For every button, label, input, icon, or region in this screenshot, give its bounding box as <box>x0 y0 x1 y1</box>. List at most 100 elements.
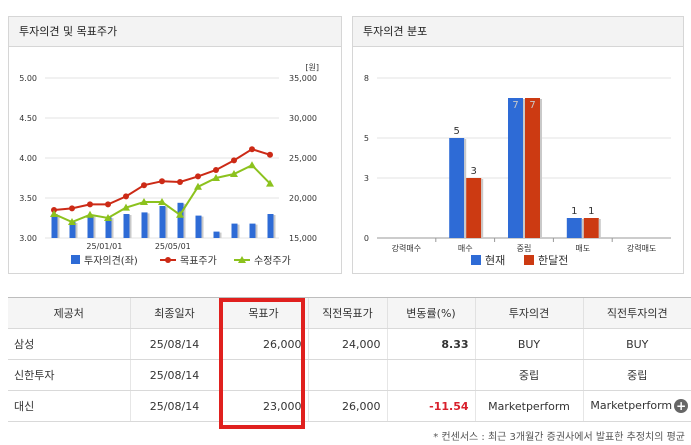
opinion-bar <box>141 212 148 238</box>
opinion-bar-shadow <box>273 215 276 238</box>
bar-shadow <box>581 219 584 238</box>
opinion-target-chart-panel: 투자의견 및 목표주가 5.00 4.50 4.00 3.50 3.00 35,000 30… <box>8 16 342 274</box>
table-header-row: 제공처 최종일자 목표가 직전목표가 변동률(%) 투자의견 직전투자의견 <box>8 297 691 329</box>
x-axis-tick: 25/01/01 <box>86 242 122 251</box>
opinion-bar <box>159 206 166 238</box>
current-bar <box>449 138 465 238</box>
left-axis-tick: 3.50 <box>19 194 37 203</box>
target-price-point <box>213 167 219 173</box>
header-prev-opinion: 직전투자의견 <box>582 297 691 329</box>
adjusted-price-point <box>86 210 94 218</box>
cell-date: 25/08/14 <box>129 390 219 422</box>
left-axis-tick: 4.50 <box>19 114 37 123</box>
adjusted-price-point <box>104 214 112 221</box>
bar-value-label: 7 <box>529 100 535 111</box>
legend-label-target: 목표주가 <box>180 255 217 267</box>
opinion-bar-shadow <box>129 215 132 238</box>
adjusted-price-point <box>248 161 256 169</box>
adjusted-price-point <box>266 179 274 187</box>
legend-swatch-month-ago <box>524 255 534 265</box>
bar-shadow <box>540 99 542 238</box>
y-axis-tick: 8 <box>364 74 369 83</box>
adjusted-price-point <box>158 198 166 205</box>
target-price-point <box>195 173 201 180</box>
opinion-bar <box>249 223 256 238</box>
legend-label-month-ago: 한달전 <box>538 254 568 267</box>
bar-shadow <box>464 139 467 238</box>
table-row: 대신 25/08/14 23,000 26,000 -11.54 Marketp… <box>8 390 691 422</box>
cell-provider: 대신 <box>8 390 130 422</box>
opinion-bar <box>231 223 238 238</box>
table-row: 신한투자 25/08/14 중립 중립 <box>8 359 691 391</box>
opinion-bar-shadow <box>165 207 168 238</box>
target-price-point <box>231 157 237 164</box>
plus-icon[interactable]: + <box>674 399 689 413</box>
header-date: 최종일자 <box>129 297 219 329</box>
opinion-bar <box>195 215 202 238</box>
opinion-bar-shadow <box>237 224 240 238</box>
current-bar <box>508 98 523 238</box>
cell-provider: 신한투자 <box>8 359 130 391</box>
legend-marker-target <box>165 257 171 263</box>
target-price-point <box>159 178 165 185</box>
adjusted-price-point <box>194 182 202 190</box>
adjusted-price-point <box>230 170 238 177</box>
cell-prev-target <box>307 359 387 391</box>
target-price-point <box>87 201 93 208</box>
opinion-bar <box>123 214 130 238</box>
y-axis-tick: 3 <box>364 174 369 183</box>
month-ago-bar <box>466 178 482 238</box>
adjusted-price-point <box>68 218 76 225</box>
right-axis-tick: 20,000 <box>289 194 317 203</box>
cell-change: 8.33 <box>386 328 475 360</box>
table-row: 삼성 25/08/14 26,000 24,000 8.33 BUY BUY <box>8 328 691 360</box>
category-label: 강력매수 <box>392 243 421 253</box>
cell-prev-target: 26,000 <box>307 390 387 422</box>
cell-prev-target: 24,000 <box>307 328 387 360</box>
cell-change <box>386 359 475 391</box>
right-axis-tick: 25,000 <box>289 154 317 163</box>
opinion-bar-shadow <box>111 218 114 238</box>
legend-label-current: 현재 <box>485 254 505 267</box>
category-label: 매수 <box>458 244 473 253</box>
bar-value-label: 3 <box>471 166 477 177</box>
category-label: 매도 <box>575 244 590 253</box>
target-price-point <box>249 146 255 153</box>
cell-change: -11.54 <box>386 390 475 422</box>
cell-target: 23,000 <box>218 390 308 422</box>
left-panel-title: 투자의견 및 목표주가 <box>9 17 341 47</box>
adjusted-price-point <box>140 198 148 205</box>
opinion-bar-shadow <box>147 213 150 238</box>
left-axis-tick: 4.00 <box>19 154 37 163</box>
legend-swatch-current <box>471 255 481 265</box>
opinion-bar-shadow <box>255 224 258 238</box>
target-price-point <box>177 179 183 185</box>
right-axis-tick: 30,000 <box>289 114 317 123</box>
cell-target: 26,000 <box>218 328 308 360</box>
opinion-bar <box>267 214 274 238</box>
cell-opinion: 중립 <box>474 359 583 391</box>
category-label: 강력매도 <box>627 243 656 253</box>
month-ago-bar <box>583 218 599 238</box>
cell-date: 25/08/14 <box>129 359 219 391</box>
opinion-bar <box>105 217 112 238</box>
opinion-bar <box>177 202 184 238</box>
left-axis-tick: 5.00 <box>19 74 37 83</box>
bar-shadow <box>598 219 601 238</box>
bar-value-label: 1 <box>571 206 577 217</box>
header-change: 변동률(%) <box>386 297 475 329</box>
opinion-bar <box>69 222 76 238</box>
bar-shadow <box>523 99 525 238</box>
adjusted-price-point <box>176 210 184 218</box>
left-axis-tick: 3.00 <box>19 234 37 243</box>
target-price-highlight <box>219 298 305 429</box>
y-axis-tick: 0 <box>364 234 369 243</box>
header-prev-target: 직전목표가 <box>307 297 387 329</box>
target-price-point <box>267 151 273 158</box>
cell-opinion: BUY <box>474 328 583 360</box>
x-axis-tick: 25/05/01 <box>155 242 191 251</box>
opinion-target-price-chart: 5.00 4.50 4.00 3.50 3.00 35,000 30,000 25,000 20… <box>19 63 319 267</box>
opinion-bar-shadow <box>183 203 186 238</box>
month-ago-bar <box>525 98 540 238</box>
right-axis-unit: [원] <box>305 63 319 72</box>
